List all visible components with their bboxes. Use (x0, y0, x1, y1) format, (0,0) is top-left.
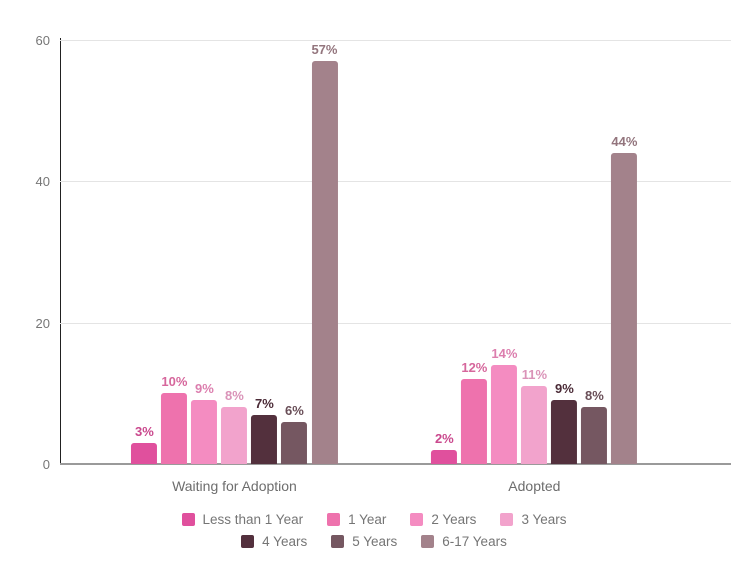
bar-less-than-1-year (431, 449, 458, 464)
legend-swatch-icon (421, 535, 435, 548)
bar-4-years (551, 400, 578, 464)
bar-1-year (461, 379, 488, 464)
legend-label: 3 Years (521, 512, 567, 527)
legend-swatch-icon (500, 513, 514, 526)
bar-value-label: 9% (555, 381, 574, 397)
bar-column: 7% (251, 395, 278, 464)
bar-column: 11% (521, 367, 548, 464)
legend-label: 4 Years (262, 534, 308, 549)
legend: Less than 1 Year 1 Year 2 Years 3 Years 4 Ye… (0, 512, 748, 549)
bar-column: 57% (311, 42, 337, 464)
legend-label: 1 Year (348, 512, 387, 527)
bar-value-label: 44% (611, 134, 638, 150)
bar-value-label: 12% (461, 360, 488, 376)
x-axis-baseline (60, 463, 731, 465)
bar-column: 9% (551, 381, 578, 464)
legend-label: 5 Years (352, 534, 398, 549)
gridline-y-40 (60, 181, 731, 183)
bar-less-than-1-year (131, 442, 158, 464)
y-tick-label-60: 60 (35, 33, 50, 48)
bar-value-label: 3% (135, 423, 154, 439)
legend-label: Less than 1 Year (202, 512, 304, 527)
bar-6-17-years (311, 61, 338, 464)
bar-column: 6% (281, 402, 308, 464)
bar-column: 12% (461, 360, 487, 464)
bar-2-years (491, 365, 518, 464)
bar-value-label: 8% (225, 388, 244, 404)
bar-2-years (191, 400, 218, 464)
plot-area: 0 20 40 60 3% 10% 9% 8% 7% 6% 57% Waiting for Adopt… (36, 34, 731, 494)
legend-swatch-icon (241, 535, 255, 548)
legend-item-less-than-1-year: Less than 1 Year (181, 512, 304, 527)
bar-value-label: 8% (585, 388, 604, 404)
legend-item-6-17-years: 6-17 Years (421, 534, 507, 549)
bar-column: 9% (191, 381, 218, 464)
bar-value-label: 11% (521, 367, 548, 383)
y-tick-label-20: 20 (35, 315, 50, 331)
bar-column: 44% (611, 134, 637, 464)
bar-column: 14% (491, 346, 517, 464)
bar-column: 3% (131, 423, 158, 464)
legend-swatch-icon (327, 513, 341, 526)
y-axis-line (60, 38, 61, 464)
bar-value-label: 2% (434, 430, 454, 446)
legend-row-0: Less than 1 Year 1 Year 2 Years 3 Years (181, 512, 566, 527)
bar-column: 2% (431, 430, 458, 464)
bar-value-label: 7% (255, 395, 274, 411)
bar-value-label: 14% (491, 346, 518, 362)
bar-4-years (251, 414, 278, 464)
bar-column: 10% (161, 374, 187, 464)
gridline-y-20 (60, 322, 731, 324)
legend-item-1-year: 1 Year (327, 512, 386, 527)
legend-swatch-icon (181, 513, 195, 526)
legend-item-5-years: 5 Years (331, 534, 397, 549)
bar-5-years (281, 421, 308, 464)
bar-value-label: 57% (311, 42, 338, 58)
bar-value-label: 6% (285, 402, 304, 418)
legend-row-1: 4 Years 5 Years 6-17 Years (241, 534, 507, 549)
bar-5-years (581, 407, 608, 464)
bar-group-1: 2% 12% 14% 11% 9% 8% 44% (431, 134, 637, 464)
legend-swatch-icon (410, 513, 424, 526)
bar-3-years (221, 407, 248, 464)
legend-item-2-years: 2 Years (410, 512, 476, 527)
y-tick-label-40: 40 (35, 174, 50, 190)
bar-column: 8% (221, 388, 248, 464)
bar-6-17-years (611, 153, 638, 464)
legend-label: 6-17 Years (442, 534, 507, 549)
bar-group-0: 3% 10% 9% 8% 7% 6% 57% (131, 42, 337, 464)
bar-3-years (521, 386, 548, 464)
bar-value-label: 9% (195, 381, 214, 397)
legend-swatch-icon (331, 535, 345, 548)
bar-value-label: 10% (161, 374, 188, 390)
y-tick-label-0: 0 (42, 457, 50, 472)
bar-1-year (161, 393, 188, 464)
legend-item-4-years: 4 Years (241, 534, 307, 549)
legend-item-3-years: 3 Years (500, 512, 566, 527)
bar-column: 8% (581, 388, 608, 464)
gridline-y-60 (60, 40, 731, 41)
legend-label: 2 Years (431, 512, 477, 527)
category-label-1: Adopted (508, 478, 561, 494)
category-label-0: Waiting for Adoption (172, 478, 297, 494)
